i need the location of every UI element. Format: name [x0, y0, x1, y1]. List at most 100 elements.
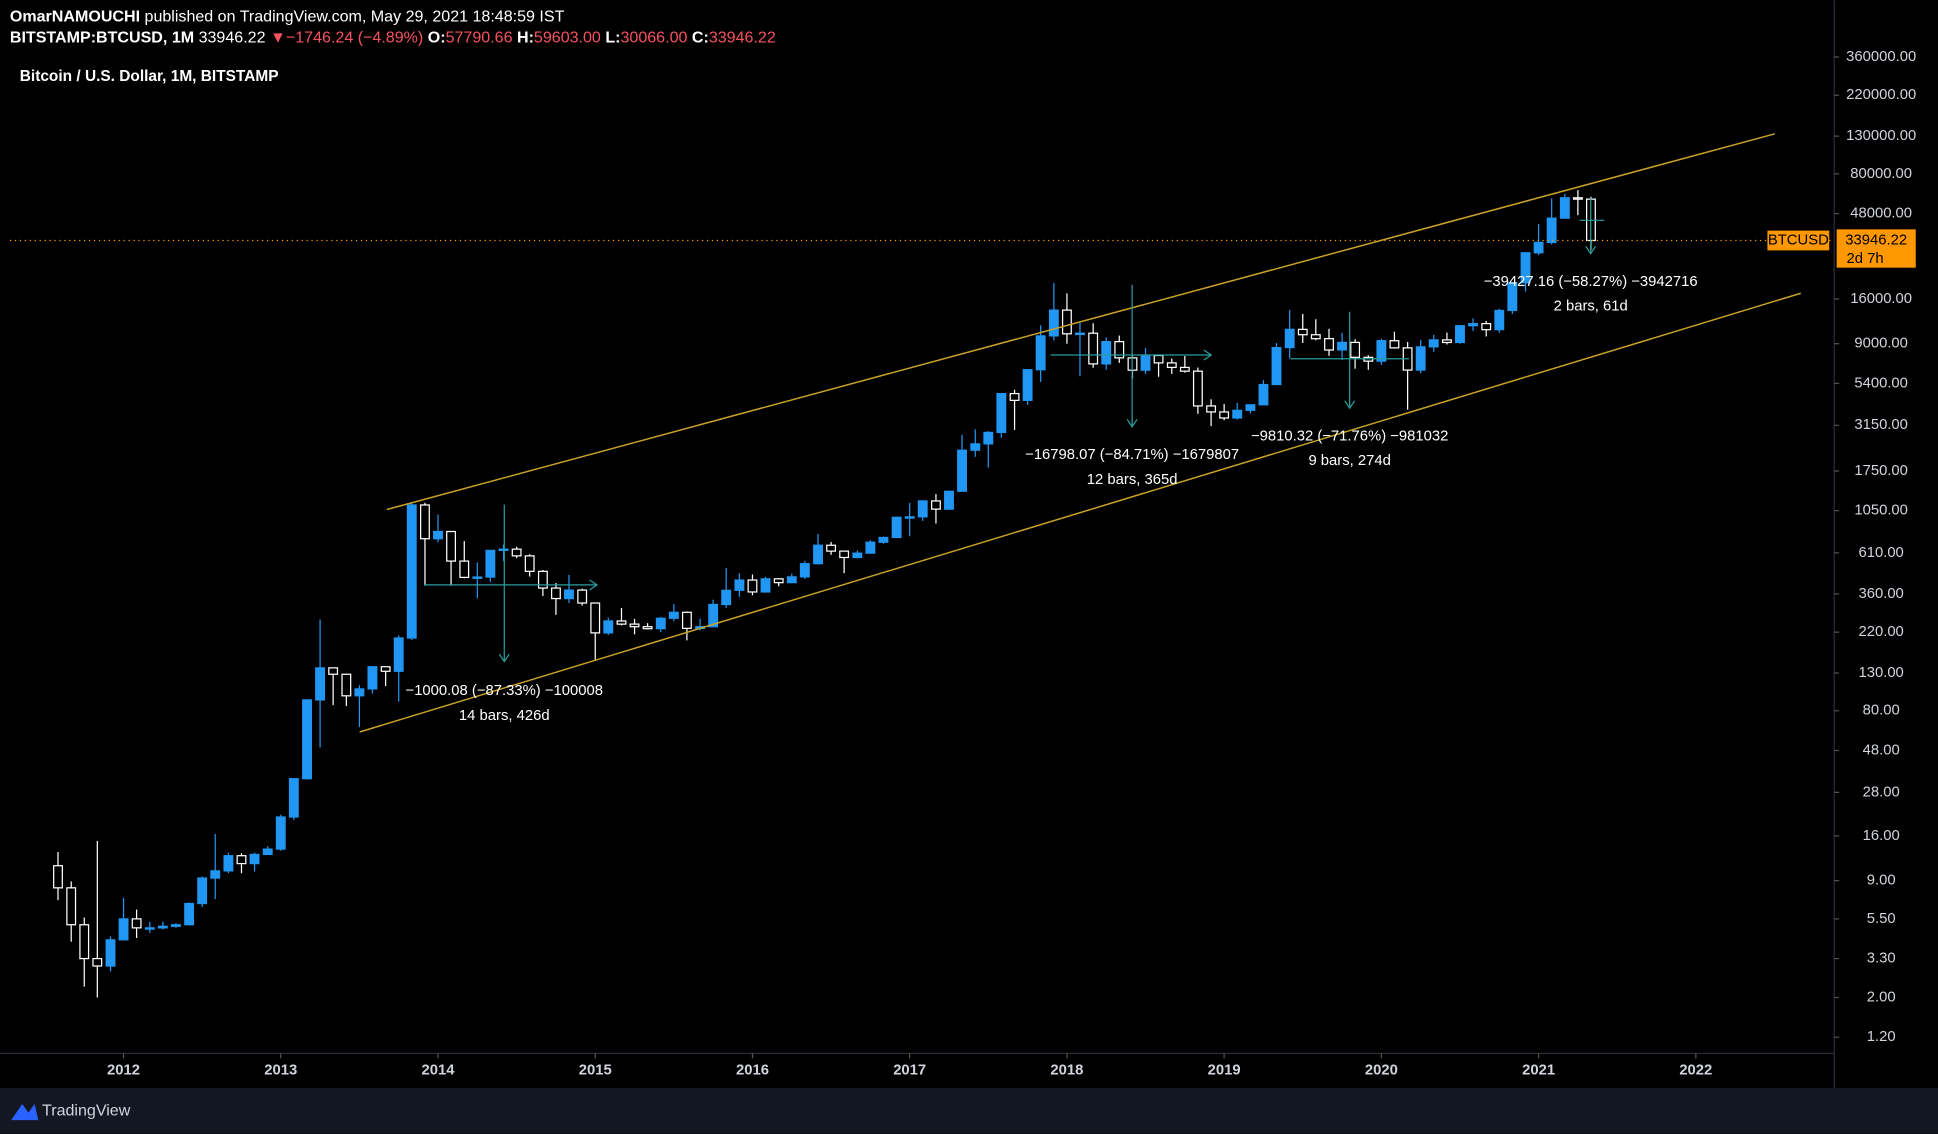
candle-body	[1192, 370, 1203, 407]
candle-body	[550, 587, 561, 600]
publish-line: OmarNAMOUCHI published on TradingView.co…	[10, 8, 565, 26]
candle-body	[1572, 197, 1583, 200]
candle-body	[681, 611, 692, 629]
candle-body	[420, 504, 430, 540]
x-tick-label: 2019	[1208, 1063, 1241, 1079]
axes: 1.20 2.00 3.30 5.50 9.00 16.00 28.00 48.00 80.00…	[0, 0, 1916, 1088]
candle-body	[184, 902, 195, 926]
change: −1746.24 (−4.89%)	[286, 29, 423, 47]
logo-icon	[11, 1104, 39, 1121]
measure-arrow	[1203, 349, 1213, 361]
measure-span: 9 bars, 274d	[1308, 453, 1390, 469]
y-tick-label: 220.00	[1858, 624, 1903, 640]
measure-arrow	[498, 653, 510, 663]
y-tick-label: 5.50	[1867, 911, 1896, 927]
y-tick-label: 610.00	[1858, 545, 1903, 561]
y-tick-label: 3.30	[1867, 951, 1896, 967]
author: OmarNAMOUCHI	[10, 8, 140, 26]
y-tick-label: 48000.00	[1850, 205, 1912, 221]
measure-span: 2 bars, 61d	[1554, 299, 1628, 315]
candle-body	[878, 536, 889, 543]
x-tick-label: 2022	[1679, 1063, 1712, 1079]
measure-span: 14 bars, 426d	[459, 708, 550, 724]
candle-body	[917, 500, 928, 518]
y-tick-label: 1750.00	[1854, 463, 1908, 479]
candle-body	[1520, 252, 1531, 284]
candle-body	[53, 865, 63, 889]
candle-body	[537, 570, 548, 589]
candle-body	[1507, 282, 1518, 312]
candle-body	[1337, 341, 1348, 351]
candle-body	[472, 576, 483, 579]
y-tick-label: 360000.00	[1846, 49, 1916, 65]
candle-body	[446, 530, 457, 562]
candle-body	[799, 563, 810, 578]
candle-body	[734, 579, 745, 591]
candle-body	[1415, 346, 1426, 371]
candle-body	[249, 853, 260, 865]
y-tick-label: 80.00	[1863, 703, 1900, 719]
price-tag	[1836, 229, 1916, 268]
last: 33946.22	[199, 29, 266, 47]
candle-body	[852, 552, 863, 559]
candle-body	[642, 626, 653, 630]
y-tick-label: 80000.00	[1850, 166, 1912, 182]
measure-arrow	[589, 579, 599, 591]
candle-body	[524, 555, 535, 572]
symbol-tag-label: BTCUSD	[1768, 232, 1829, 248]
candle-body	[170, 924, 181, 927]
ohlc-label: L:	[605, 29, 620, 47]
candle-body	[315, 667, 326, 701]
y-tick-label: 9.00	[1867, 873, 1896, 889]
candle-body	[970, 443, 981, 451]
candle-body	[760, 578, 771, 593]
price-tag-value: 33946.22	[1845, 232, 1907, 248]
channel-upper	[386, 133, 1776, 511]
candle-body	[1009, 392, 1020, 401]
candle-body	[891, 516, 902, 539]
y-tick-label: 48.00	[1863, 742, 1900, 758]
candle-body	[1245, 404, 1256, 411]
candle-body	[944, 490, 954, 510]
candle-body	[1297, 328, 1308, 336]
measure-change: −16798.07 (−84.71%) −1679807	[1025, 447, 1239, 463]
candle-body	[118, 918, 129, 941]
candle-body	[1061, 309, 1072, 335]
symbol-tag	[1767, 230, 1830, 251]
candle-body	[813, 544, 823, 565]
ohlc-value: 33946.22	[709, 29, 776, 47]
x-tick-label: 2018	[1050, 1063, 1083, 1079]
y-tick-label: 28.00	[1863, 784, 1900, 800]
candle-body	[616, 620, 627, 625]
y-tick-label: 130.00	[1858, 665, 1903, 681]
candle-body	[406, 504, 417, 639]
chart-title: Bitcoin / U.S. Dollar, 1M, BITSTAMP	[20, 68, 279, 85]
y-tick-label: 16.00	[1863, 828, 1900, 844]
candle-body	[197, 877, 208, 905]
candle-body	[1310, 334, 1321, 340]
footer-bar	[0, 1087, 1938, 1134]
candle-body	[1481, 323, 1492, 331]
candle-body	[957, 449, 967, 492]
candle-body	[708, 603, 719, 628]
y-tick-label: 2.00	[1867, 989, 1896, 1005]
candle-body	[904, 516, 915, 519]
candle-body	[1533, 241, 1544, 254]
change-arrow: ▼	[270, 29, 286, 47]
candle-body	[931, 500, 941, 510]
measure-arrow	[1344, 400, 1356, 410]
candle-body	[1166, 362, 1177, 369]
candle-body	[655, 617, 666, 630]
candle-body	[1376, 340, 1387, 362]
candle-body	[498, 548, 509, 552]
candle-body	[328, 667, 339, 675]
ohlc-value: 59603.00	[534, 29, 601, 47]
candle-body	[1546, 217, 1557, 244]
candle-body	[144, 927, 155, 930]
candle-body	[393, 637, 404, 672]
candle-body	[865, 541, 876, 554]
candle-body	[1048, 309, 1059, 337]
candle-body	[1101, 341, 1112, 365]
candle-body	[668, 611, 679, 619]
